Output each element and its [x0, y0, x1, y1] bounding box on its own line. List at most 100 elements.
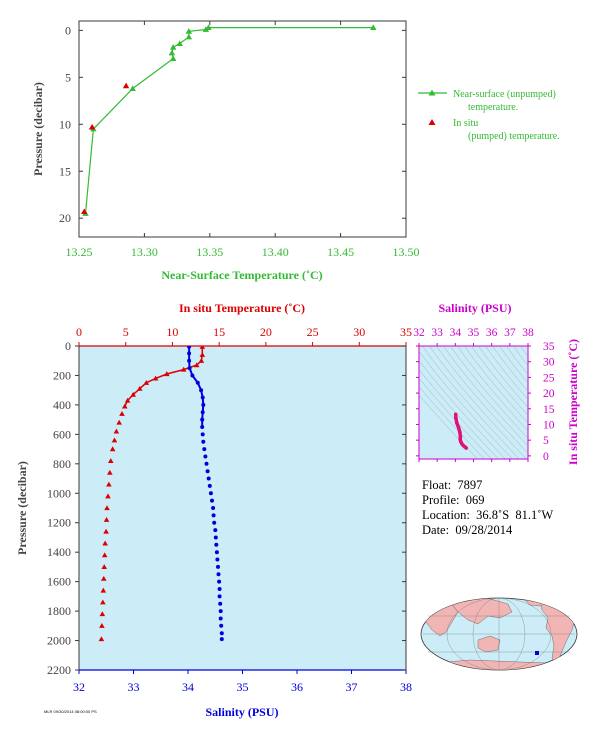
near-surface-x-tick-label: 13.30	[131, 245, 158, 259]
salinity-point	[210, 498, 214, 503]
pressure-tick-label: 800	[53, 457, 71, 471]
density-contour	[520, 346, 528, 357]
temperature-point	[104, 505, 110, 511]
ts-point	[458, 434, 463, 439]
ts-point	[453, 412, 458, 417]
salinity-point	[216, 564, 220, 569]
temperature-tick-label: 25	[307, 325, 319, 339]
world-map	[420, 597, 578, 671]
float-row: Float: 7897	[422, 478, 553, 493]
ts-temperature-tick-label: 10	[543, 419, 555, 431]
unpumped-temperature-point	[185, 28, 193, 34]
ts-temperature-axis-label: In situ Temperature (˚C)	[566, 339, 580, 465]
pressure-tick-label: 1200	[47, 516, 71, 530]
temperature-point	[100, 599, 106, 605]
density-contour	[419, 394, 478, 459]
salinity-point	[201, 439, 206, 444]
map-graticule	[423, 597, 575, 671]
ts-temperature-tick-label: 5	[543, 435, 549, 447]
near-surface-y-tick-label: 0	[65, 23, 71, 37]
ts-temperature-tick-label: 15	[543, 404, 555, 416]
temperature-point	[199, 346, 206, 349]
unpumped-temperature-point	[168, 49, 176, 56]
pressure-tick-label: 400	[53, 398, 71, 412]
temperature-point	[100, 587, 107, 593]
land-australia	[477, 635, 501, 653]
density-contour	[513, 346, 528, 366]
density-contour	[527, 346, 528, 348]
salinity-point	[213, 535, 218, 540]
salinity-point	[200, 425, 205, 429]
temperature-point	[103, 516, 110, 522]
salinity-point	[203, 454, 208, 459]
salinity-point	[212, 520, 217, 525]
profile-row: Profile: 069	[422, 493, 553, 508]
float-location-marker	[535, 651, 539, 655]
density-contour	[471, 346, 528, 416]
near-surface-y-tick-label: 5	[65, 70, 71, 84]
date-row: Date: 09/28/2014	[422, 523, 553, 538]
salinity-point	[217, 587, 222, 591]
density-contour	[419, 386, 485, 459]
salinity-point	[218, 601, 223, 606]
density-contour	[492, 346, 528, 392]
pressure-tick-label: 1400	[47, 545, 71, 559]
density-contour	[419, 350, 513, 459]
ts-temperature-tick-label: 20	[543, 388, 555, 400]
temperature-point	[101, 564, 108, 570]
ts-point	[458, 430, 462, 435]
salinity-point	[200, 410, 205, 415]
density-contour	[422, 346, 520, 459]
ts-salinity-tick-label: 34	[450, 327, 462, 339]
temperature-point	[106, 481, 112, 487]
legend-label-unpumped-line2: temperature.	[468, 102, 518, 113]
temperature-point	[164, 371, 170, 377]
salinity-point	[187, 351, 192, 356]
pressure-tick-label: 1600	[47, 575, 71, 589]
profile-y-axis-label: Pressure (decibar)	[15, 461, 29, 555]
near-surface-y-tick-label: 15	[59, 164, 71, 178]
salinity-tick-label: 34	[182, 680, 194, 694]
salinity-point	[208, 491, 213, 496]
salinity-point	[205, 469, 210, 474]
pressure-tick-label: 2200	[47, 663, 71, 677]
density-contour	[443, 346, 528, 447]
salinity-point	[207, 483, 212, 488]
temperature-point	[98, 636, 105, 642]
near-surface-x-tick-label: 13.35	[196, 245, 223, 259]
temperature-point	[124, 397, 131, 403]
temperature-point	[113, 428, 120, 434]
pressure-tick-label: 2000	[47, 634, 71, 648]
salinity-point	[219, 637, 224, 642]
temperature-point	[193, 362, 200, 368]
temperature-tick-label: 20	[260, 325, 272, 339]
temperature-point	[180, 366, 187, 372]
legend-label-unpumped-line1: Near-surface (unpumped)	[453, 89, 556, 100]
salinity-point	[201, 402, 206, 407]
salinity-point	[218, 609, 223, 614]
salinity-point	[199, 388, 204, 393]
temperature-point	[103, 528, 109, 534]
density-contour	[485, 346, 528, 400]
temperature-point	[198, 357, 205, 363]
legend-label-pumped-line1: In situ	[453, 118, 478, 129]
date-label: Date:	[422, 523, 450, 537]
salinity-point	[214, 550, 219, 555]
near-surface-x-axis-label: Near-Surface Temperature (˚C)	[161, 268, 322, 282]
legend-label-pumped-line2: (pumped) temperature.	[468, 131, 560, 142]
temperature-tick-label: 5	[123, 325, 129, 339]
ts-temperature-tick-label: 35	[543, 341, 555, 353]
temperature-point	[119, 410, 125, 416]
date-value: 09/28/2014	[455, 523, 513, 537]
unpumped-temperature-point	[176, 40, 183, 46]
temperature-point	[99, 623, 105, 628]
ts-salinity-tick-label: 33	[431, 327, 443, 339]
near-surface-plot-frame	[78, 20, 407, 238]
float-info-panel: Float: 7897 Profile: 069 Location: 36.8˚…	[422, 478, 553, 538]
ts-temperature-tick-label: 30	[543, 357, 555, 369]
pumped-temperature-point	[122, 82, 130, 89]
near-surface-x-tick-label: 13.40	[262, 245, 289, 259]
profile-plot-background	[79, 346, 406, 670]
ts-temperature-tick-label: 25	[543, 372, 555, 384]
pressure-tick-label: 1000	[47, 486, 71, 500]
